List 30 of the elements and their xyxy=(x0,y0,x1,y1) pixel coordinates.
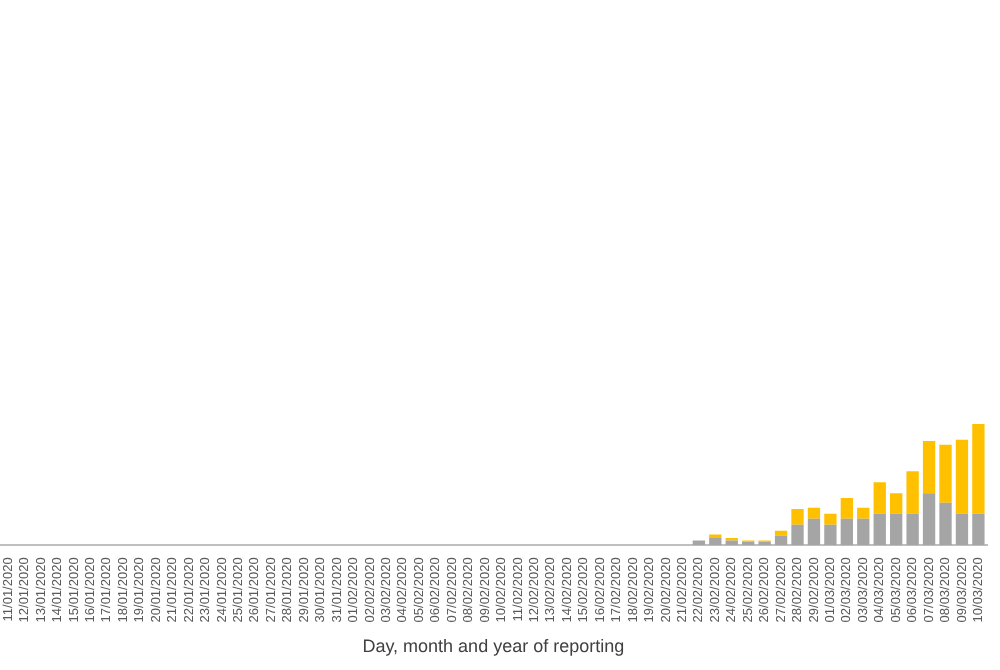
bar xyxy=(873,482,886,514)
bar xyxy=(955,513,969,546)
bar xyxy=(890,493,903,514)
bar xyxy=(807,518,821,546)
bar xyxy=(890,513,903,546)
bar xyxy=(791,524,804,546)
bar xyxy=(857,507,870,519)
bar xyxy=(692,540,706,546)
bar xyxy=(972,513,985,546)
bar xyxy=(939,502,952,546)
x-axis-title: Day, month and year of reporting xyxy=(362,636,625,657)
bar xyxy=(824,513,837,525)
bar xyxy=(824,524,837,546)
bar xyxy=(709,538,722,546)
bar xyxy=(873,513,886,546)
bar xyxy=(939,444,952,503)
bar xyxy=(840,518,854,546)
bar xyxy=(922,493,936,546)
bar xyxy=(725,540,738,546)
bar xyxy=(955,439,969,514)
bar xyxy=(774,530,788,536)
bar xyxy=(922,440,936,494)
bar xyxy=(774,535,788,546)
bar xyxy=(857,518,870,546)
bar xyxy=(840,498,854,519)
bar xyxy=(807,507,821,519)
bar xyxy=(906,513,919,546)
bar xyxy=(791,508,804,525)
bar xyxy=(906,471,919,514)
bar xyxy=(972,424,985,514)
